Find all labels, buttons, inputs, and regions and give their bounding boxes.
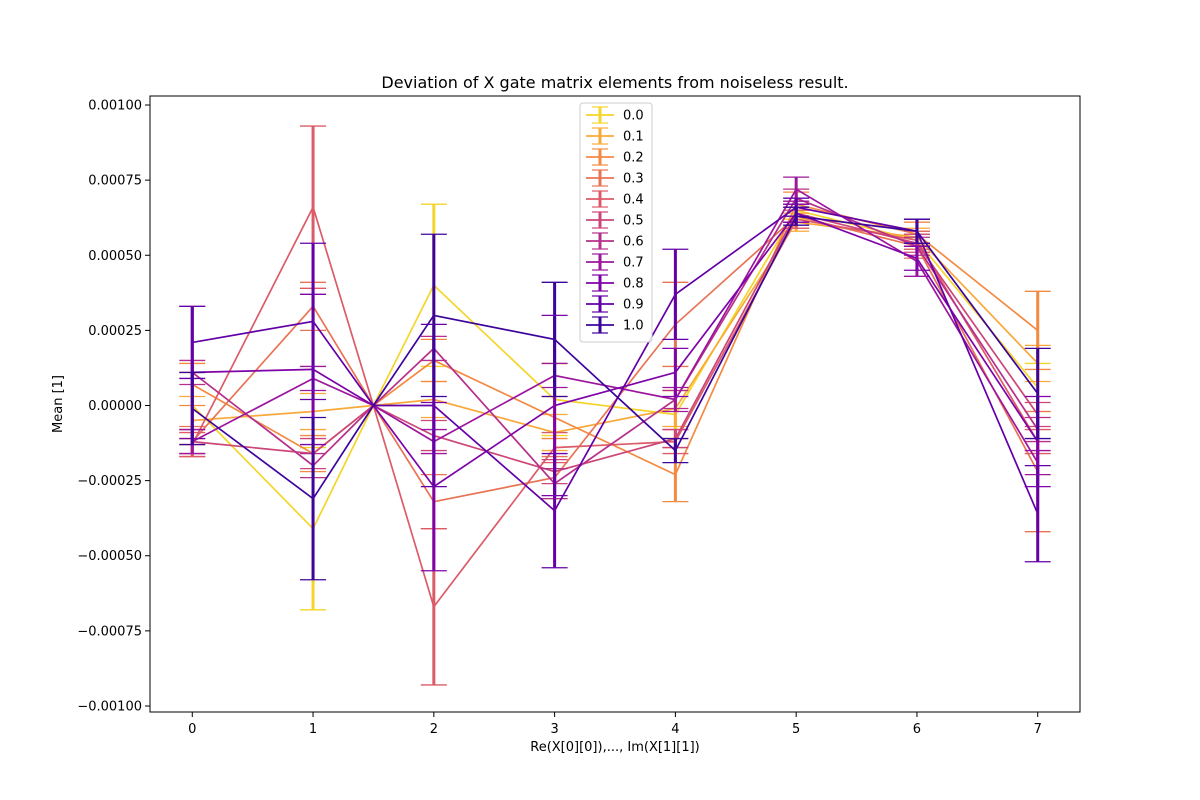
x-tick-label: 1 xyxy=(309,722,317,737)
series-1.0 xyxy=(179,206,1051,581)
legend-label: 0.7 xyxy=(623,256,644,271)
legend-entry: 0.9 xyxy=(586,295,644,313)
y-axis: 0.00100 0.00075 0.00050 0.00025 0.00000 −0.00… xyxy=(77,99,150,714)
x-tick-label: 4 xyxy=(671,722,679,737)
plot-frame xyxy=(149,95,1081,713)
legend-entry: 0.5 xyxy=(586,211,644,229)
legend-entry: 1.0 xyxy=(586,316,644,334)
legend-entry: 0.4 xyxy=(586,190,644,208)
plot-area xyxy=(179,125,1051,686)
legend-entry: 0.1 xyxy=(586,127,644,145)
y-tick-label: −0.00050 xyxy=(77,549,142,564)
legend-entry: 0.6 xyxy=(586,232,644,250)
x-tick-label: 7 xyxy=(1034,722,1042,737)
legend: 0.0 0.1 0.2 0.3 0.4 0.5 0.6 0.7 0.8 0.9 1.0 xyxy=(579,102,653,343)
legend-label: 0.9 xyxy=(623,298,644,313)
legend-label: 0.1 xyxy=(623,130,644,145)
legend-label: 0.6 xyxy=(623,235,644,250)
x-tick-label: 3 xyxy=(550,722,558,737)
legend-entry: 0.7 xyxy=(586,253,644,271)
legend-label: 0.4 xyxy=(623,193,644,208)
y-tick-label: 0.00000 xyxy=(88,399,142,414)
legend-label: 0.5 xyxy=(623,214,644,229)
y-tick-label: 0.00050 xyxy=(88,249,142,264)
x-tick-label: 0 xyxy=(188,722,196,737)
x-tick-label: 6 xyxy=(913,722,921,737)
legend-entry: 0.3 xyxy=(586,169,644,187)
y-tick-label: −0.00075 xyxy=(77,624,142,639)
legend-entry: 0.0 xyxy=(586,106,644,124)
y-tick-label: 0.00075 xyxy=(88,174,142,189)
y-tick-label: −0.00100 xyxy=(77,699,142,714)
y-tick-label: 0.00025 xyxy=(88,324,142,339)
y-tick-label: −0.00025 xyxy=(77,474,142,489)
legend-label: 0.2 xyxy=(623,151,644,166)
y-axis-label: Mean [1] xyxy=(51,375,66,433)
legend-label: 0.8 xyxy=(623,277,644,292)
x-tick-label: 2 xyxy=(430,722,438,737)
legend-label: 0.0 xyxy=(623,109,644,124)
x-axis: 0 1 2 3 4 5 6 7 xyxy=(188,712,1042,737)
chart-title: Deviation of X gate matrix elements from… xyxy=(381,73,848,92)
legend-label: 1.0 xyxy=(623,319,644,334)
x-tick-label: 5 xyxy=(792,722,800,737)
legend-entry: 0.2 xyxy=(586,148,644,166)
legend-label: 0.3 xyxy=(623,172,644,187)
legend-entry: 0.8 xyxy=(586,274,644,292)
x-axis-label: Re(X[0][0]),..., Im(X[1][1]) xyxy=(530,740,700,755)
y-tick-label: 0.00100 xyxy=(88,99,142,114)
